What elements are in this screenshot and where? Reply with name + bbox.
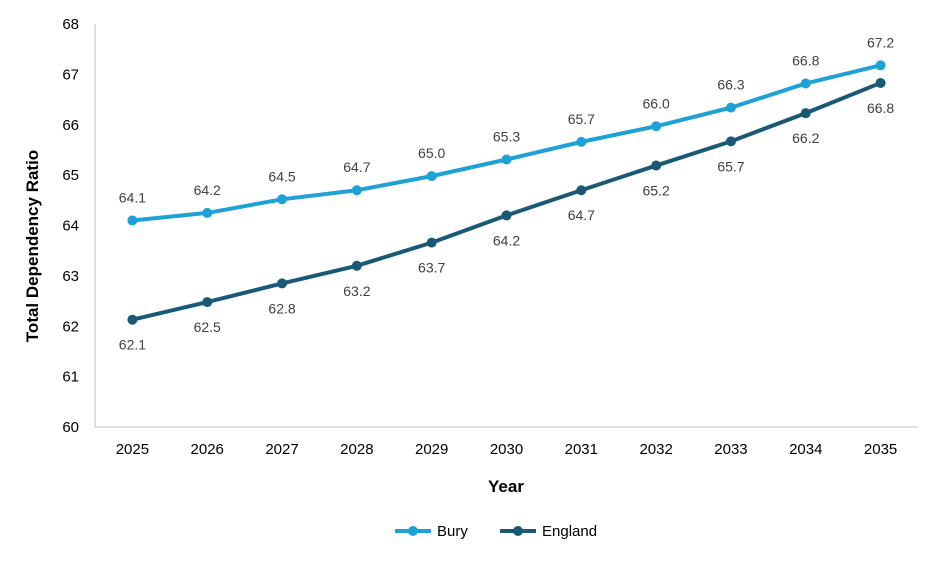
y-tick-label: 63 — [62, 268, 79, 285]
data-label-bury: 64.2 — [194, 182, 221, 198]
series-layer — [127, 60, 886, 325]
data-point-england — [501, 210, 512, 221]
x-tick-label: 2025 — [116, 441, 149, 458]
data-point-england — [127, 314, 138, 325]
y-tick-label: 60 — [62, 419, 79, 436]
x-tick-label: 2032 — [639, 441, 672, 458]
x-tick-labels: 2025 2026 2027 2028 2029 2030 2031 2032 2033 2034… — [116, 441, 898, 458]
data-point-england — [426, 237, 437, 248]
data-point-bury — [127, 215, 138, 226]
data-label-england: 63.7 — [418, 260, 445, 276]
x-tick-label: 2028 — [340, 441, 373, 458]
legend-item-bury: Bury — [395, 523, 468, 540]
y-tick-label: 61 — [62, 369, 79, 386]
data-label-england: 65.7 — [717, 158, 744, 174]
legend-swatch-marker — [408, 526, 418, 536]
x-tick-label: 2029 — [415, 441, 448, 458]
data-point-bury — [501, 154, 512, 165]
y-axis-title: Total Dependency Ratio — [23, 150, 42, 342]
legend-label: Bury — [437, 523, 468, 540]
data-point-england — [800, 108, 811, 119]
data-point-bury — [277, 194, 288, 205]
data-label-bury: 64.7 — [343, 159, 370, 175]
axes — [94, 24, 918, 428]
data-label-bury: 64.5 — [268, 168, 295, 184]
data-point-bury — [576, 136, 587, 147]
x-tick-label: 2033 — [714, 441, 747, 458]
data-point-bury — [875, 60, 886, 71]
data-point-england — [651, 160, 662, 171]
data-label-england: 64.7 — [568, 207, 595, 223]
data-label-bury: 67.2 — [867, 34, 894, 50]
data-label-england: 66.8 — [867, 100, 894, 116]
y-tick-label: 65 — [62, 167, 79, 184]
data-point-bury — [800, 78, 811, 89]
legend-item-england: England — [500, 523, 597, 540]
y-tick-label: 66 — [62, 117, 79, 134]
data-point-england — [725, 136, 736, 147]
x-tick-label: 2035 — [864, 441, 897, 458]
y-tick-label: 68 — [62, 16, 79, 33]
data-label-england: 64.2 — [493, 232, 520, 248]
y-tick-label: 67 — [62, 66, 79, 83]
data-label-bury: 66.3 — [717, 77, 744, 93]
data-label-england: 65.2 — [643, 183, 670, 199]
data-point-bury — [202, 207, 213, 218]
y-tick-label: 62 — [62, 318, 79, 335]
data-point-bury — [725, 102, 736, 113]
data-label-bury: 66.0 — [643, 95, 670, 111]
data-label-england: 66.2 — [792, 130, 819, 146]
data-point-england — [351, 260, 362, 271]
series-line-england — [130, 80, 883, 322]
x-tick-label: 2030 — [490, 441, 523, 458]
data-point-bury — [351, 185, 362, 196]
x-axis-title: Year — [488, 477, 524, 496]
legend: Bury England — [395, 523, 597, 540]
data-point-england — [202, 297, 213, 308]
x-tick-label: 2034 — [789, 441, 822, 458]
x-tick-label: 2026 — [191, 441, 224, 458]
data-label-bury: 65.3 — [493, 129, 520, 145]
data-point-england — [277, 278, 288, 289]
data-point-bury — [651, 121, 662, 132]
data-label-bury: 65.0 — [418, 145, 445, 161]
data-label-bury: 64.1 — [119, 189, 146, 205]
data-label-bury: 65.7 — [568, 111, 595, 127]
x-tick-label: 2027 — [265, 441, 298, 458]
data-label-england: 63.2 — [343, 283, 370, 299]
data-point-bury — [426, 171, 437, 182]
data-point-england — [576, 185, 587, 196]
data-label-bury: 66.8 — [792, 52, 819, 68]
data-labels-layer: 64.1 64.2 64.5 64.7 65.0 65.3 65.7 66.0 66.3 66.8… — [119, 34, 895, 352]
data-point-england — [875, 77, 886, 88]
data-label-england: 62.1 — [119, 337, 146, 353]
data-label-england: 62.8 — [268, 300, 295, 316]
legend-label: England — [542, 523, 597, 540]
x-tick-label: 2031 — [565, 441, 598, 458]
data-label-england: 62.5 — [194, 319, 221, 335]
y-tick-labels: 60 61 62 63 64 65 66 67 68 — [62, 16, 79, 436]
legend-swatch-marker — [513, 526, 523, 536]
y-tick-label: 64 — [62, 218, 79, 235]
